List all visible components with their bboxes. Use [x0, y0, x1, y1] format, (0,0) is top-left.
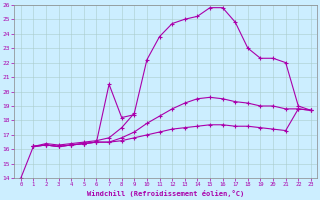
X-axis label: Windchill (Refroidissement éolien,°C): Windchill (Refroidissement éolien,°C) [87, 190, 244, 197]
